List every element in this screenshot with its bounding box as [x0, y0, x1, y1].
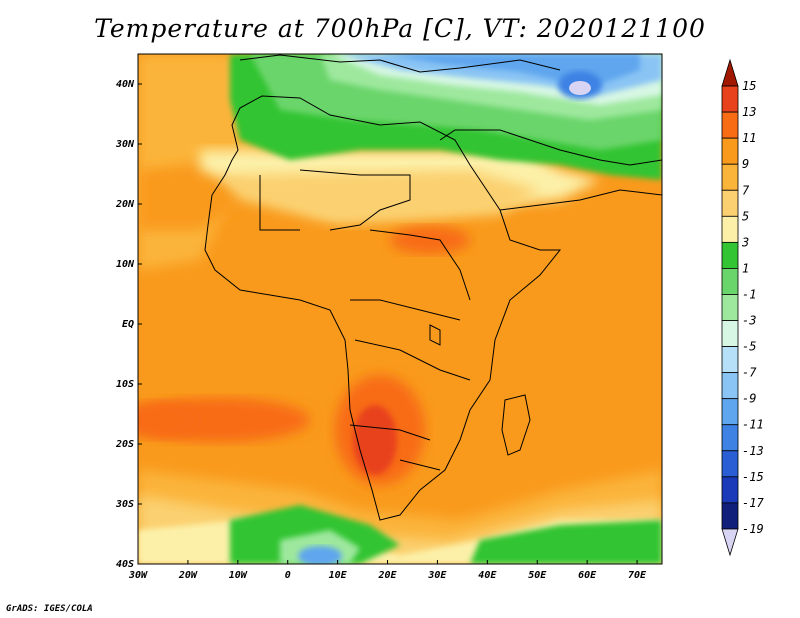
colorbar-label: 13 [742, 105, 756, 119]
x-tick-label: 0 [285, 570, 291, 581]
colorbar-swatch [721, 320, 739, 347]
x-tick-label: 10E [329, 570, 348, 581]
colorbar-label: -13 [742, 444, 764, 458]
y-tick-label: 30N [115, 139, 135, 150]
colorbar-swatch [721, 398, 739, 426]
x-tick-label: 50E [528, 570, 547, 581]
colorbar-label: -7 [742, 366, 757, 380]
colorbar-label: -1 [742, 287, 756, 301]
x-tick-label: 20W [178, 570, 198, 581]
colorbar-label: 9 [742, 157, 749, 171]
colorbar-swatch [721, 294, 739, 321]
colorbar-swatch [721, 137, 739, 165]
x-tick-label: 40E [478, 570, 497, 581]
colorbar-label: -3 [742, 314, 756, 328]
y-axis: 40N 30N 20N 10N EQ 10S 20S 30S 40S [115, 79, 142, 570]
colorbar-swatch [721, 372, 739, 400]
x-tick-label: 60E [578, 570, 597, 581]
colorbar-swatch [721, 424, 739, 452]
map-frame [137, 53, 663, 565]
colorbar-label: -15 [742, 470, 764, 484]
colorbar-label: 3 [741, 235, 749, 249]
map-title: Temperature at 700hPa [C], VT: 202012110… [94, 14, 706, 43]
colorbar-swatch [721, 189, 739, 217]
colorbar-swatch [721, 346, 739, 374]
colorbar-swatch [721, 111, 739, 139]
colorbar-swatch [721, 450, 739, 478]
y-tick-label: 20N [115, 199, 135, 210]
y-tick-label: 10S [116, 379, 134, 390]
colorbar-swatch [721, 215, 739, 243]
colorbar-label: -9 [742, 392, 756, 406]
colorbar-swatch [721, 163, 739, 191]
colorbar-swatch [721, 502, 739, 530]
y-tick-label: 30S [115, 499, 134, 510]
colorbar-label: 7 [742, 183, 750, 197]
colorbar: 15 13 11 9 7 5 3 1 -1 -3 -5 -7 -9 -11 -13 -15 -17 -19 [721, 58, 764, 557]
y-tick-label: 20S [115, 439, 134, 450]
colorbar-swatch [721, 58, 739, 87]
coastlines [204, 54, 662, 521]
colorbar-swatch [721, 528, 739, 557]
x-tick-label: 10W [229, 570, 248, 581]
grads-credit: GrADS: IGES/COLA [6, 604, 93, 614]
colorbar-label: -11 [742, 418, 764, 432]
x-tick-label: 20E [377, 570, 397, 581]
colorbar-label: 15 [742, 79, 756, 93]
y-tick-label: 10N [116, 259, 135, 270]
colorbar-swatch [721, 241, 739, 269]
temperature-map: 30W 20W 10W 0 10E 20E 30E 40E 50E 60E 70E 40N 30N 20… [115, 53, 764, 581]
colorbar-swatch [721, 268, 739, 295]
y-tick-label: 40N [116, 79, 135, 90]
colorbar-label: -19 [742, 522, 764, 536]
colorbar-swatch [721, 476, 739, 504]
temperature-field [138, 54, 662, 564]
x-tick-label: 30E [427, 570, 447, 581]
x-axis: 30W 20W 10W 0 10E 20E 30E 40E 50E 60E 70E [128, 560, 647, 581]
colorbar-label: 5 [742, 209, 749, 223]
x-tick-label: 30W [128, 570, 148, 581]
y-tick-label: 40S [116, 559, 134, 570]
x-tick-label: 70E [628, 570, 647, 581]
y-tick-label: EQ [122, 319, 134, 330]
colorbar-swatch [721, 85, 739, 113]
colorbar-label: 11 [742, 131, 756, 145]
colorbar-label: 1 [742, 261, 749, 275]
colorbar-label: -5 [742, 340, 756, 354]
colorbar-label: -17 [742, 496, 764, 510]
